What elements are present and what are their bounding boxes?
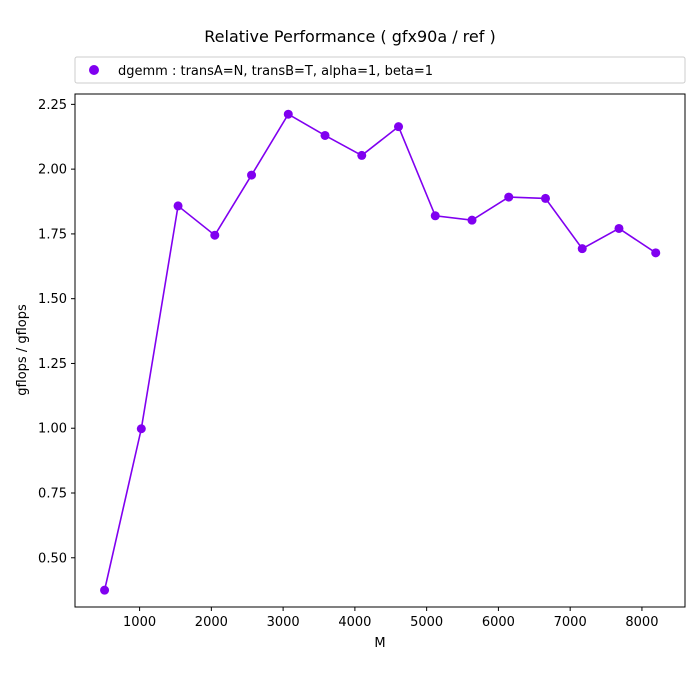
- legend-box: [74, 56, 686, 84]
- x-tick-label: 1000: [123, 615, 156, 630]
- data-point: [100, 585, 110, 595]
- y-tick-label: 1.25: [38, 357, 67, 372]
- series-layer: [100, 109, 661, 595]
- y-tick-label: 0.50: [38, 551, 67, 566]
- y-tick-label: 1.00: [38, 422, 67, 437]
- y-tick-label: 2.25: [38, 98, 67, 113]
- y-tick-label: 2.00: [38, 163, 67, 178]
- x-tick-label: 7000: [554, 615, 587, 630]
- x-tick-label: 8000: [625, 615, 658, 630]
- data-point: [247, 170, 257, 180]
- data-point: [357, 150, 367, 160]
- chart-title: Relative Performance ( gfx90a / ref ): [204, 27, 495, 46]
- data-point: [467, 215, 477, 225]
- legend: dgemm : transA=N, transB=T, alpha=1, bet…: [74, 56, 686, 84]
- y-tick-label: 1.75: [38, 227, 67, 242]
- x-tick-label: 3000: [267, 615, 300, 630]
- legend-marker: [89, 65, 99, 75]
- data-point: [614, 223, 624, 233]
- data-point: [210, 230, 220, 240]
- y-axis-label: gflops / gflops: [15, 304, 30, 396]
- data-point: [651, 248, 661, 258]
- x-tick-label: 6000: [482, 615, 515, 630]
- x-axis-label: M: [374, 636, 385, 651]
- y-axis: 0.50 0.75 1.00 1.25 1.50 1.75 2.00 2.25: [38, 98, 75, 566]
- x-tick-label: 5000: [410, 615, 443, 630]
- legend-entry: dgemm : transA=N, transB=T, alpha=1, bet…: [118, 64, 433, 79]
- data-point: [136, 424, 146, 434]
- x-tick-label: 2000: [195, 615, 228, 630]
- data-point: [320, 130, 330, 140]
- series-line: [103, 113, 657, 591]
- x-tick-label: 4000: [338, 615, 371, 630]
- plot-area: [75, 94, 685, 607]
- plot-frame: [74, 93, 686, 608]
- data-point: [173, 201, 183, 211]
- y-tick-label: 0.75: [38, 487, 67, 502]
- data-point: [577, 244, 587, 254]
- data-point: [504, 192, 514, 202]
- x-axis: 1000 2000 3000 4000 5000 6000 7000 8000: [123, 607, 658, 630]
- data-point: [430, 211, 440, 221]
- data-point: [283, 109, 293, 119]
- y-tick-label: 1.50: [38, 292, 67, 307]
- data-point: [540, 193, 550, 203]
- data-point: [394, 122, 404, 132]
